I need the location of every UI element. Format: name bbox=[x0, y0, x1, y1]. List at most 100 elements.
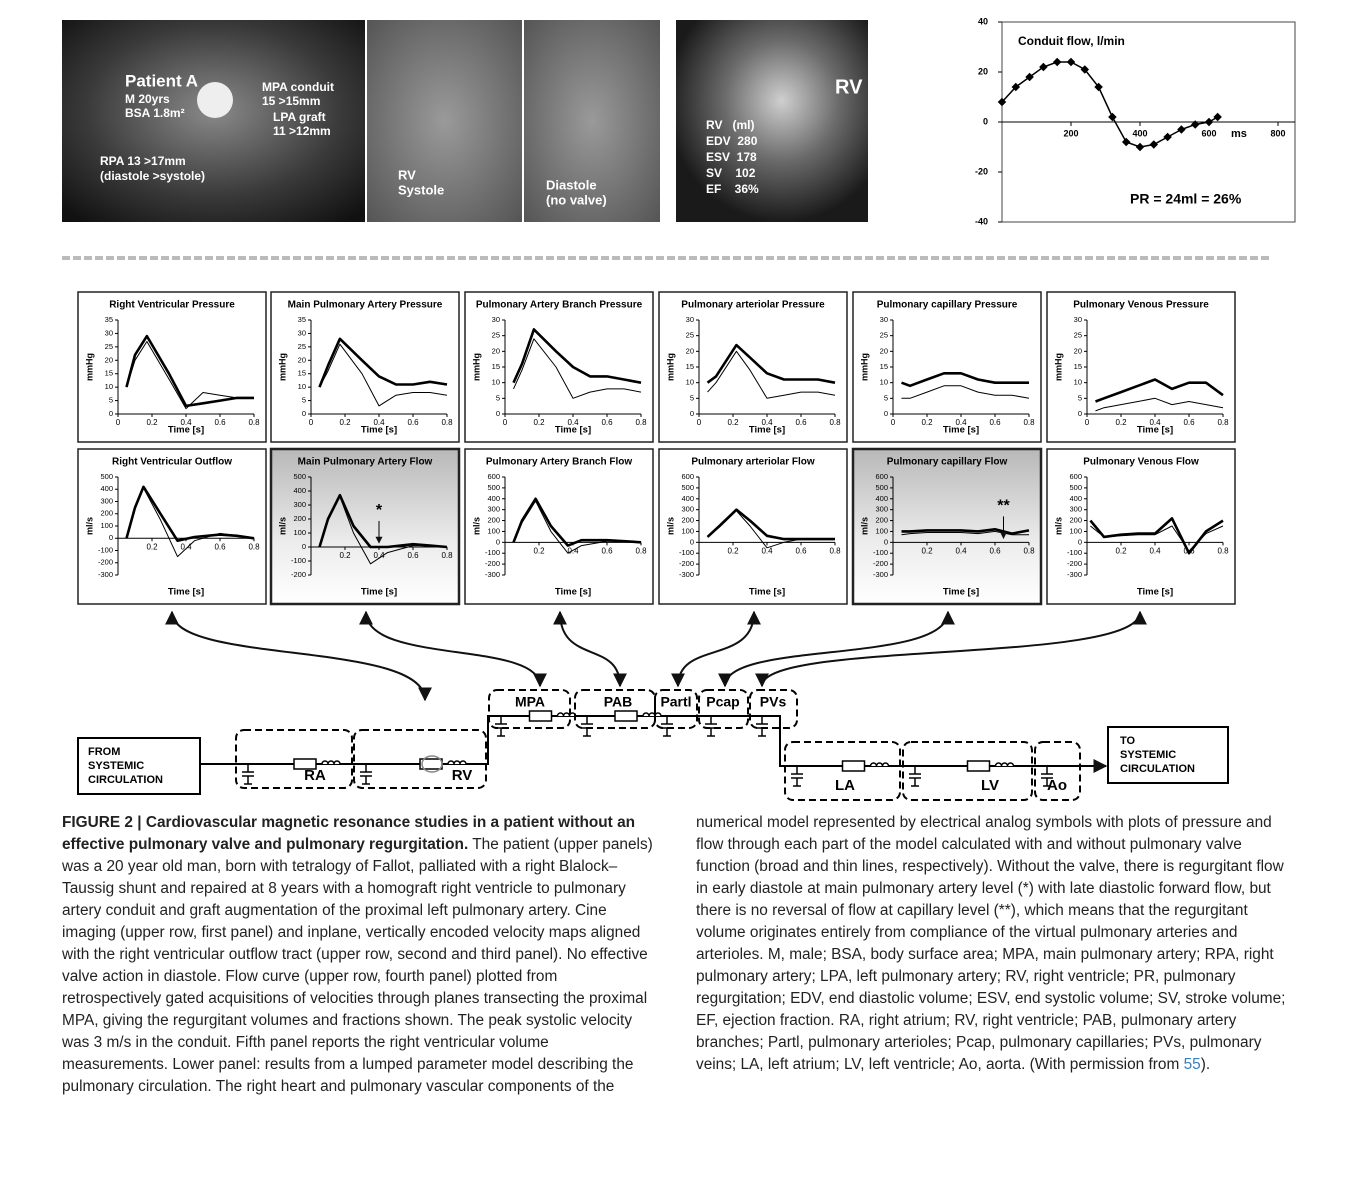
y-axis-label: ml/s bbox=[665, 517, 675, 535]
x-tick-label: 0 bbox=[309, 418, 314, 427]
connector bbox=[165, 610, 432, 702]
image-label: RPA 13 >17mm bbox=[100, 154, 186, 168]
curve bbox=[513, 500, 642, 554]
y-tick-label: 300 bbox=[681, 505, 694, 514]
x-tick-label: 0.2 bbox=[1115, 418, 1127, 427]
y-tick-label: 20 bbox=[686, 346, 694, 355]
y-tick-label: 0 bbox=[884, 409, 888, 418]
x-tick-label: 0.8 bbox=[441, 418, 453, 427]
y-tick-label: 10 bbox=[880, 378, 888, 387]
cine-image bbox=[676, 20, 868, 222]
block bbox=[784, 741, 901, 801]
inductor bbox=[642, 712, 662, 717]
y-tick-label: -100 bbox=[873, 548, 888, 557]
y-tick-label: 0 bbox=[496, 409, 500, 418]
y-tick-label: 600 bbox=[875, 472, 888, 481]
sink-label: TO bbox=[1120, 735, 1136, 747]
panel-title: Pulmonary arteriolar Flow bbox=[691, 457, 815, 468]
caption: FIGURE 2 | Cardiovascular magnetic reson… bbox=[62, 812, 1292, 1098]
x-axis-label: Time [s] bbox=[943, 425, 979, 436]
y-tick-label: 400 bbox=[293, 486, 306, 495]
source-box bbox=[77, 737, 201, 795]
x-tick-label: 200 bbox=[1063, 128, 1078, 138]
x-tick-label: 0.8 bbox=[248, 542, 260, 551]
y-tick-label: 500 bbox=[875, 483, 888, 492]
x-tick-label: 0.4 bbox=[761, 546, 773, 555]
y-tick-label: 200 bbox=[681, 516, 694, 525]
x-tick-label: 0.6 bbox=[601, 418, 613, 427]
x-tick-label: 0.6 bbox=[214, 542, 226, 551]
y-tick-label: 15 bbox=[1074, 362, 1082, 371]
y-tick-label: 10 bbox=[1074, 378, 1082, 387]
y-axis-label: ml/s bbox=[84, 517, 94, 535]
y-tick-label: -200 bbox=[679, 559, 694, 568]
capacitor bbox=[661, 716, 673, 737]
image-label: RV bbox=[835, 76, 863, 98]
y-axis-label: ml/s bbox=[859, 517, 869, 535]
block-label: RV bbox=[452, 767, 473, 784]
y-tick-label: 30 bbox=[105, 328, 113, 337]
x-axis-label: Time [s] bbox=[361, 425, 397, 436]
image-label: SV 102 bbox=[706, 166, 756, 180]
panel bbox=[658, 448, 848, 605]
panel-title: Main Pulmonary Artery Pressure bbox=[288, 300, 443, 311]
y-tick-label: -300 bbox=[485, 570, 500, 579]
x-tick-label: 0.4 bbox=[1149, 418, 1161, 427]
y-tick-label: 600 bbox=[487, 472, 500, 481]
block-label: MPA bbox=[515, 694, 545, 710]
y-tick-label: 300 bbox=[1069, 505, 1082, 514]
curve bbox=[707, 510, 835, 549]
image-label: M 20yrs bbox=[125, 92, 170, 106]
connector bbox=[553, 610, 627, 688]
image-label: BSA 1.8m² bbox=[125, 106, 185, 120]
capacitor bbox=[791, 766, 803, 787]
y-tick-label: -20 bbox=[975, 166, 988, 176]
y-tick-label: 0 bbox=[1078, 409, 1082, 418]
panel bbox=[270, 291, 460, 443]
chart-title: Conduit flow, l/min bbox=[1018, 34, 1125, 48]
curve bbox=[319, 343, 448, 407]
y-axis-label: ml/s bbox=[1053, 517, 1063, 535]
y-tick-label: -200 bbox=[1067, 559, 1082, 568]
resistor bbox=[293, 758, 317, 770]
connector bbox=[755, 610, 1147, 688]
caption-text: FIGURE 2 | Cardiovascular magnetic reson… bbox=[62, 812, 1292, 1098]
x-tick-label: 0.4 bbox=[180, 418, 192, 427]
panel-title: Right Ventricular Outflow bbox=[112, 457, 232, 468]
y-tick-label: 600 bbox=[1069, 472, 1082, 481]
mri-image bbox=[62, 20, 365, 222]
y-tick-label: 30 bbox=[686, 315, 694, 324]
panel-title: Pulmonary capillary Pressure bbox=[877, 300, 1018, 311]
x-tick-label: 0.8 bbox=[1023, 546, 1035, 555]
resistor bbox=[528, 710, 553, 722]
reference[interactable]: 55 bbox=[1183, 1056, 1201, 1073]
capacitor bbox=[756, 716, 768, 737]
x-tick-label: 0.4 bbox=[180, 542, 192, 551]
y-tick-label: 400 bbox=[487, 494, 500, 503]
y-tick-label: 500 bbox=[1069, 483, 1082, 492]
block bbox=[902, 741, 1033, 801]
y-tick-label: 15 bbox=[686, 362, 694, 371]
y-tick-label: 100 bbox=[487, 526, 500, 535]
inductor bbox=[556, 712, 577, 717]
y-tick-label: 15 bbox=[298, 369, 306, 378]
caption-end: ). bbox=[1200, 1056, 1211, 1073]
y-tick-label: 35 bbox=[105, 315, 113, 324]
panel-title: Pulmonary Artery Branch Flow bbox=[486, 457, 633, 468]
block-label: LA bbox=[835, 777, 855, 794]
x-tick-label: 0.4 bbox=[761, 418, 773, 427]
y-tick-label: -300 bbox=[1067, 570, 1082, 579]
y-tick-label: 30 bbox=[298, 328, 306, 337]
source-label: SYSTEMIC bbox=[88, 760, 144, 772]
inductor bbox=[869, 762, 890, 767]
x-tick-label: 0.4 bbox=[955, 546, 967, 555]
y-tick-label: 100 bbox=[875, 526, 888, 535]
inductor bbox=[994, 762, 1015, 767]
x-tick-label: 0.6 bbox=[795, 418, 807, 427]
block-label: RA bbox=[304, 767, 326, 784]
x-tick-label: 0.2 bbox=[146, 542, 158, 551]
x-axis-label: Time [s] bbox=[943, 587, 979, 598]
resistor bbox=[841, 760, 866, 772]
block bbox=[488, 689, 571, 729]
y-tick-label: 500 bbox=[293, 472, 306, 481]
